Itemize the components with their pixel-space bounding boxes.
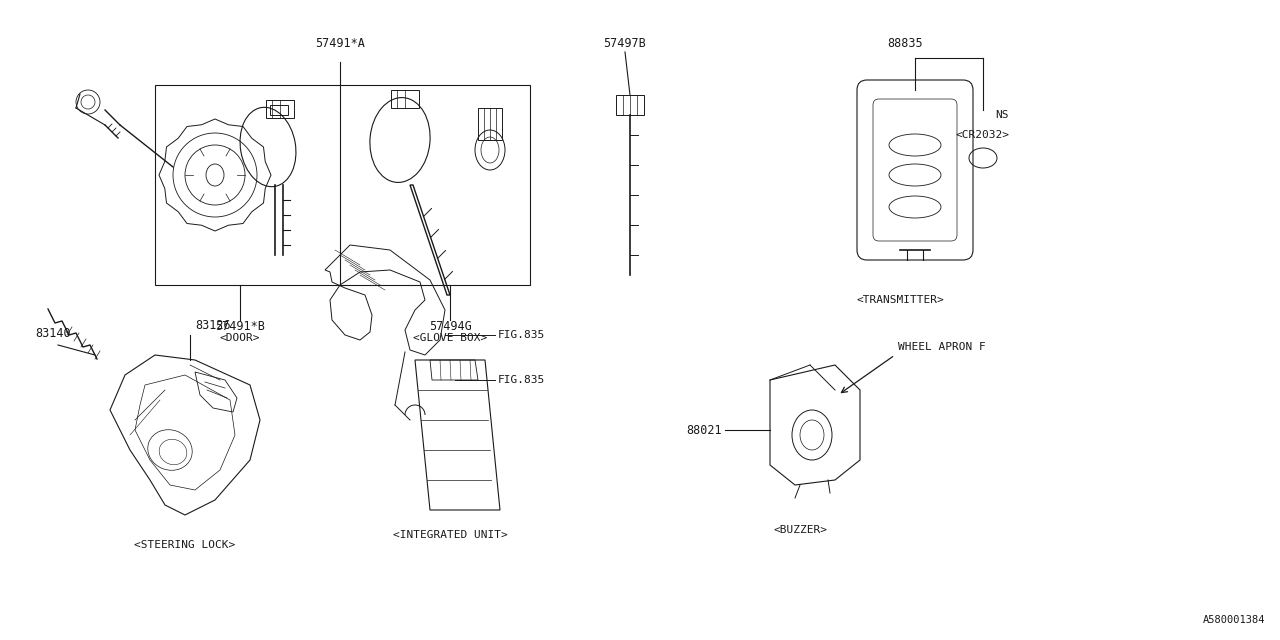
Text: 57491*B: 57491*B [215,320,265,333]
Text: <DOOR>: <DOOR> [220,333,260,343]
Text: <BUZZER>: <BUZZER> [773,525,827,535]
Bar [616,95,644,115]
Text: 88021: 88021 [686,424,722,436]
Text: <INTEGRATED UNIT>: <INTEGRATED UNIT> [393,530,507,540]
Text: FIG.835: FIG.835 [498,375,545,385]
Text: 88835: 88835 [887,37,923,50]
Text: <STEERING LOCK>: <STEERING LOCK> [134,540,236,550]
Bar [390,90,419,108]
Text: A580001384: A580001384 [1202,615,1265,625]
Text: 57491*A: 57491*A [315,37,365,50]
Text: 83126: 83126 [195,319,230,332]
Text: 83140: 83140 [35,327,70,340]
Text: FIG.835: FIG.835 [498,330,545,340]
Text: 57497B: 57497B [604,37,646,50]
Text: WHEEL APRON F: WHEEL APRON F [899,342,986,352]
Bar [477,108,502,140]
Text: NS: NS [995,110,1009,120]
Text: <GLOVE BOX>: <GLOVE BOX> [413,333,488,343]
Bar [266,100,294,118]
Text: 57494G: 57494G [429,320,471,333]
Text: <CR2032>: <CR2032> [956,130,1010,140]
Text: <TRANSMITTER>: <TRANSMITTER> [856,295,943,305]
Bar [155,85,530,285]
